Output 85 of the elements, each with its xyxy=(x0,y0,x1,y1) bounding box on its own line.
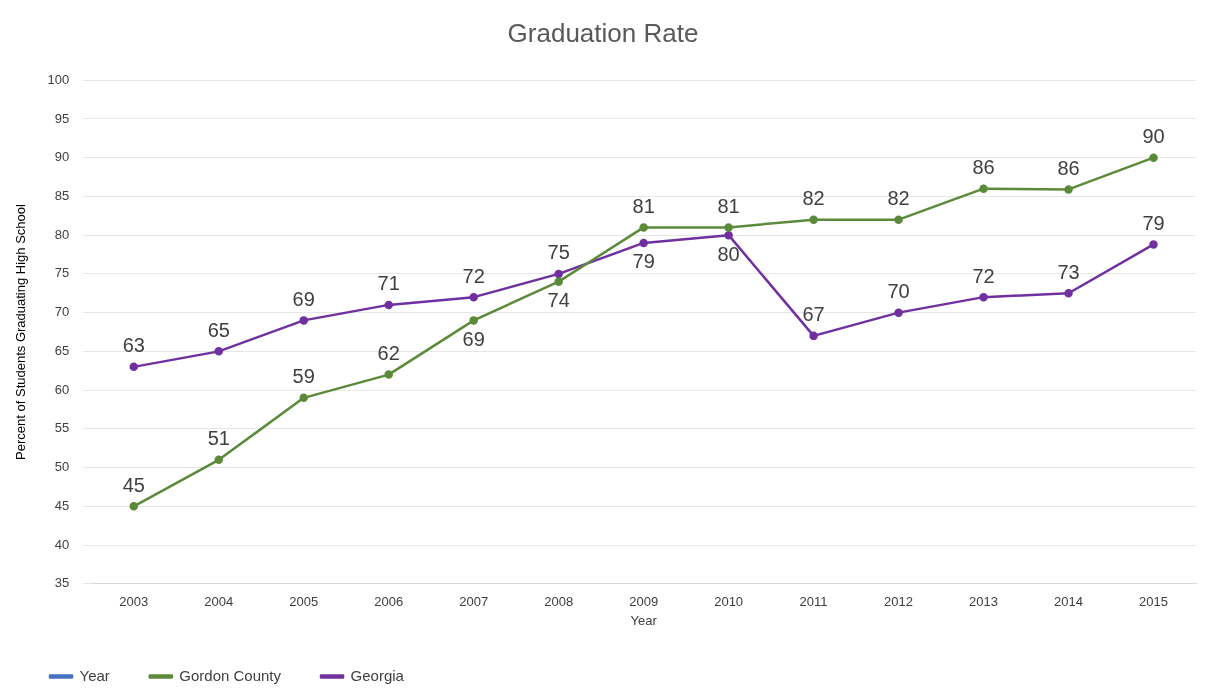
point xyxy=(469,316,478,325)
x-tick-label: 2010 xyxy=(714,594,744,610)
point xyxy=(129,362,139,372)
point xyxy=(639,238,648,248)
x-tick-label: 2015 xyxy=(1139,594,1168,610)
y-tick-label: 90 xyxy=(54,149,70,165)
x-tick-label: 2006 xyxy=(374,594,404,610)
y-tick-label: 45 xyxy=(54,497,70,513)
data-label: 69 xyxy=(462,327,485,350)
data-label: 86 xyxy=(1057,156,1080,179)
x-axis-title: Year xyxy=(630,612,658,628)
y-tick-label: 75 xyxy=(54,265,70,281)
y-tick-label: 40 xyxy=(54,536,70,552)
x-tick-label: 2007 xyxy=(459,594,489,610)
y-axis-title: Percent of Students Graduating High School xyxy=(13,203,29,460)
point xyxy=(639,223,648,232)
data-label: 81 xyxy=(632,194,655,217)
y-tick-label: 65 xyxy=(54,342,70,358)
data-label: 71 xyxy=(377,272,400,295)
data-label: 80 xyxy=(717,242,740,265)
data-label: 63 xyxy=(122,334,145,357)
y-tick-label: 60 xyxy=(54,381,70,397)
point xyxy=(1149,153,1158,162)
data-label: 79 xyxy=(632,250,655,273)
point xyxy=(979,292,988,302)
data-label: 65 xyxy=(207,318,230,341)
x-tick-label: 2009 xyxy=(629,594,659,610)
point xyxy=(384,300,393,310)
y-tick-label: 80 xyxy=(54,226,70,242)
point xyxy=(299,393,308,403)
point xyxy=(554,269,563,279)
data-label: 45 xyxy=(122,473,145,496)
point xyxy=(1064,185,1073,194)
data-label: 62 xyxy=(377,342,400,365)
data-label: 74 xyxy=(547,289,570,312)
data-label: 59 xyxy=(292,365,315,388)
data-label: 67 xyxy=(802,303,825,326)
y-tick-label: 95 xyxy=(54,110,70,126)
point xyxy=(129,502,139,511)
data-label: 79 xyxy=(1142,211,1165,234)
x-tick-label: 2014 xyxy=(1054,594,1083,610)
legend-label: Year xyxy=(79,666,110,684)
data-label: 82 xyxy=(802,187,825,210)
x-tick-label: 2004 xyxy=(204,594,234,610)
point xyxy=(894,215,903,224)
data-label: 90 xyxy=(1142,125,1165,148)
point xyxy=(724,230,733,240)
point xyxy=(724,223,733,232)
y-tick-label: 35 xyxy=(54,575,70,591)
data-label: 73 xyxy=(1057,260,1080,283)
point xyxy=(809,215,818,224)
x-tick-label: 2012 xyxy=(884,594,914,610)
y-tick-label: 55 xyxy=(54,420,70,436)
point xyxy=(894,308,903,317)
point xyxy=(979,184,988,193)
legend-label: Gordon County xyxy=(179,666,282,684)
x-tick-label: 2008 xyxy=(544,594,574,610)
data-label: 70 xyxy=(887,280,910,303)
point xyxy=(1064,289,1073,298)
point xyxy=(809,331,818,341)
data-label: 86 xyxy=(972,156,995,179)
data-label: 72 xyxy=(462,264,485,287)
point xyxy=(214,347,224,356)
legend-label: Georgia xyxy=(350,666,405,684)
point xyxy=(214,455,224,465)
y-tick-label: 70 xyxy=(54,304,70,320)
data-label: 51 xyxy=(207,427,230,450)
point xyxy=(469,292,478,302)
point xyxy=(1149,240,1158,249)
x-tick-label: 2005 xyxy=(289,594,319,610)
point xyxy=(299,316,308,325)
data-label: 75 xyxy=(547,241,570,264)
point xyxy=(554,277,563,286)
x-tick-label: 2003 xyxy=(119,594,149,610)
y-tick-label: 85 xyxy=(54,187,70,203)
y-tick-label: 50 xyxy=(54,459,70,475)
y-tick-label: 100 xyxy=(47,71,70,87)
data-label: 81 xyxy=(717,194,740,217)
chart-title: Graduation Rate xyxy=(507,17,699,48)
data-label: 82 xyxy=(887,187,910,210)
point xyxy=(384,370,393,379)
x-tick-label: 2011 xyxy=(799,594,828,610)
data-label: 72 xyxy=(972,264,995,287)
x-tick-label: 2013 xyxy=(969,594,999,610)
data-label: 69 xyxy=(292,287,315,310)
